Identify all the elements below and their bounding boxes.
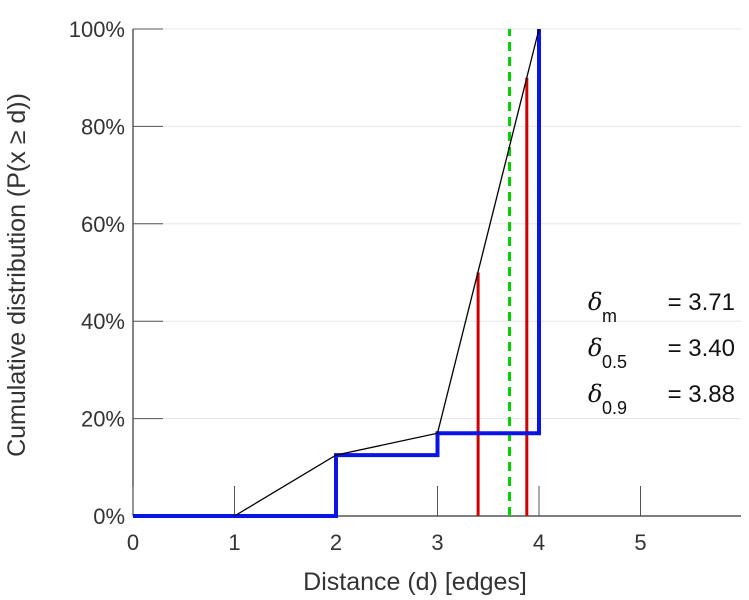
x-tick-label: 3 xyxy=(431,530,443,555)
x-tick-label: 0 xyxy=(127,530,139,555)
interpolated-series-line xyxy=(234,28,540,517)
y-tick-label: 80% xyxy=(81,114,125,139)
annotations: δ m = 3.71δ 0.5 = 3.40δ 0.9 = 3.88 xyxy=(588,288,735,418)
x-ticks: 0 1 2 3 4 5 xyxy=(127,486,647,555)
annotation-value: = 3.40 xyxy=(668,335,735,362)
y-ticks: 0% 20% 40% 60% 80% 100% xyxy=(69,17,163,529)
y-tick-label: 20% xyxy=(81,407,125,432)
y-tick-label: 0% xyxy=(93,504,125,529)
annotation-value: = 3.88 xyxy=(668,381,735,408)
x-axis-label: Distance (d) [edges] xyxy=(303,568,527,596)
y-tick-label: 60% xyxy=(81,212,125,237)
y-axis-label: Cumulative distribution (P(x ≥ d)) xyxy=(3,93,31,457)
y-tick-label: 100% xyxy=(69,17,125,42)
x-tick-label: 4 xyxy=(533,530,545,555)
delta-symbol: δ xyxy=(588,380,602,408)
step-series-line xyxy=(133,29,541,518)
delta-symbol: δ xyxy=(588,288,602,316)
annotation: δ 0.5 = 3.40 xyxy=(588,334,735,372)
annotation-subscript: 0.9 xyxy=(602,398,627,418)
annotation: δ 0.9 = 3.88 xyxy=(588,380,735,418)
x-tick-label: 1 xyxy=(228,530,240,555)
x-tick-label: 2 xyxy=(330,530,342,555)
grid-lines xyxy=(133,28,741,420)
data-series xyxy=(133,28,541,518)
annotation-value: = 3.71 xyxy=(668,289,735,316)
annotation-subscript: m xyxy=(602,306,617,326)
x-tick-label: 5 xyxy=(634,530,646,555)
delta-symbol: δ xyxy=(588,334,602,362)
annotation: δ m = 3.71 xyxy=(588,288,735,326)
marker-lines xyxy=(476,29,529,516)
annotation-subscript: 0.5 xyxy=(602,352,627,372)
y-tick-label: 40% xyxy=(81,309,125,334)
